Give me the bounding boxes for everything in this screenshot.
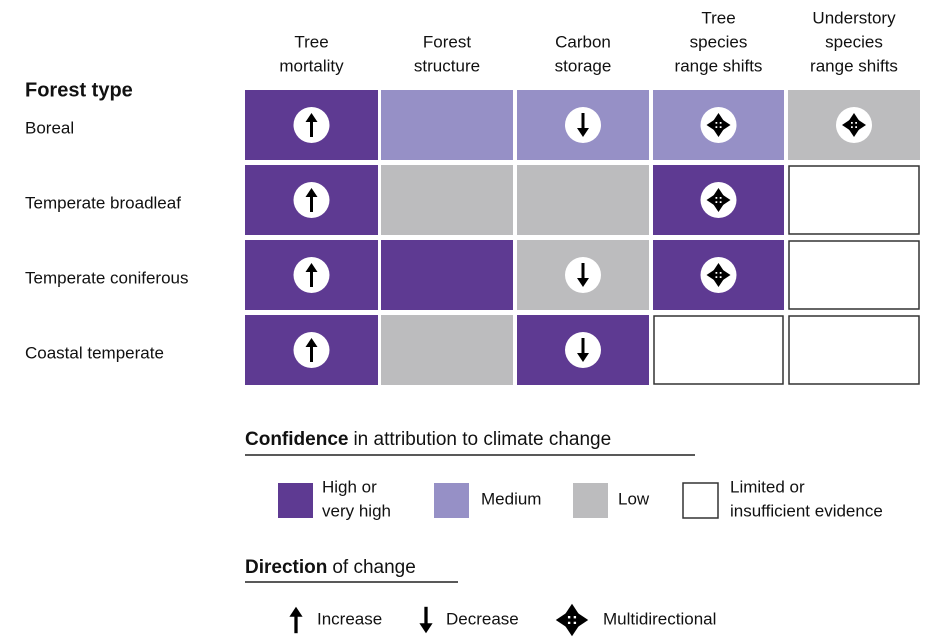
cell (788, 165, 920, 235)
legend-swatch (682, 482, 719, 519)
arrow-head (848, 113, 860, 122)
arrow-head (289, 606, 303, 617)
arrow-head (712, 203, 725, 212)
cell-fill (381, 165, 513, 235)
cell (653, 90, 784, 160)
cell (517, 165, 649, 235)
cell (517, 240, 649, 310)
direction-icon (555, 603, 589, 637)
legend-label: High or (322, 477, 377, 496)
legend-swatch (573, 483, 608, 518)
legend-label: Medium (481, 489, 541, 508)
legend-label: very high (322, 501, 391, 520)
cell (788, 240, 920, 310)
row-label: Temperate broadleaf (25, 193, 181, 212)
cell (653, 165, 784, 235)
legend-label: insufficient evidence (730, 501, 883, 520)
legend-label: Low (618, 489, 650, 508)
cell (653, 240, 784, 310)
arrow-head (712, 128, 725, 137)
legend-title-bold: Direction (245, 557, 327, 578)
column-header: range shifts (810, 56, 898, 75)
legend-label: Increase (317, 609, 382, 628)
column-header: structure (414, 56, 480, 75)
arrow-head (577, 128, 589, 137)
cell-fill (381, 240, 513, 310)
row-label: Temperate coniferous (25, 268, 188, 287)
legend-title-rest: of change (332, 557, 415, 578)
row-label: Boreal (25, 118, 74, 137)
cell-fill (653, 315, 784, 385)
arrow-head (712, 188, 725, 197)
column-header: storage (555, 56, 612, 75)
arrow-head (563, 624, 581, 637)
column-header: species (690, 32, 748, 51)
direction-icon (419, 606, 433, 634)
cell (245, 165, 378, 235)
cell (653, 315, 784, 385)
legend-swatch (434, 483, 469, 518)
cell (381, 315, 513, 385)
arrow-head (563, 603, 581, 616)
cell-fill (517, 165, 649, 235)
column-header: mortality (279, 56, 344, 75)
arrow-head (848, 128, 860, 137)
direction-icon (289, 606, 303, 634)
column-header: Forest (423, 32, 471, 51)
row-label: Coastal temperate (25, 343, 164, 362)
arrow-head (712, 263, 725, 272)
arrow-head (577, 353, 589, 362)
column-header: range shifts (675, 56, 763, 75)
cell (381, 165, 513, 235)
legend-title-rest: in attribution to climate change (353, 429, 611, 450)
arrow-head (577, 278, 589, 287)
legend-title: Direction of change (245, 557, 416, 578)
legend-title: Confidence in attribution to climate chan… (245, 429, 611, 450)
cell-fill (788, 165, 920, 235)
arrow-head (305, 188, 318, 197)
cell (245, 240, 378, 310)
arrow-head (305, 338, 318, 347)
column-header: Understory (812, 8, 896, 27)
cell-fill (381, 90, 513, 160)
cell-fill (788, 315, 920, 385)
cell (517, 90, 649, 160)
arrow-head (712, 113, 725, 122)
cell (788, 90, 920, 160)
legend-title-bold: Confidence (245, 429, 348, 450)
cell-fill (381, 315, 513, 385)
cell (245, 315, 378, 385)
row-heading: Forest type (25, 79, 133, 101)
arrow-head (305, 263, 318, 272)
legend-label: Multidirectional (603, 609, 716, 628)
cell (788, 315, 920, 385)
column-header: species (825, 32, 883, 51)
legend-label: Limited or (730, 477, 805, 496)
legend-swatch (278, 483, 313, 518)
arrow-head (419, 623, 433, 634)
cell (381, 90, 513, 160)
legend-label: Decrease (446, 609, 519, 628)
column-header: Tree (294, 32, 328, 51)
column-header: Carbon (555, 32, 611, 51)
arrow-head (712, 278, 725, 287)
cell (381, 240, 513, 310)
column-header: Tree (701, 8, 735, 27)
cell (517, 315, 649, 385)
cell-fill (788, 240, 920, 310)
arrow-head (305, 113, 318, 122)
cell (245, 90, 378, 160)
